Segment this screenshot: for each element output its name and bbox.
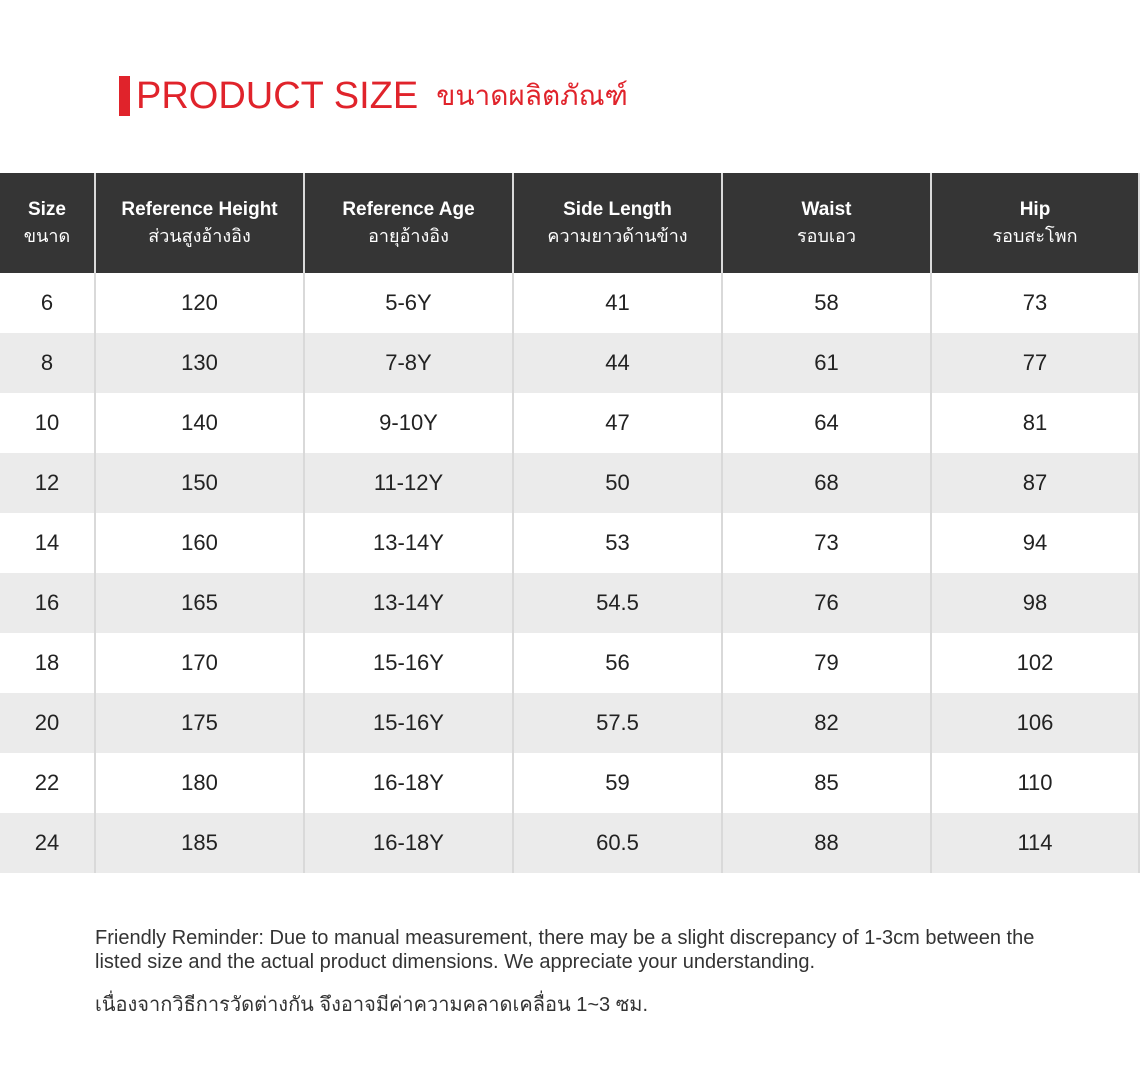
table-cell: 88 [721, 813, 932, 873]
table-cell: 64 [721, 393, 932, 453]
column-header-en: Side Length [563, 199, 672, 220]
table-cell: 16 [0, 573, 96, 633]
table-cell: 18 [0, 633, 96, 693]
page-title: PRODUCT SIZE ขนาดผลิตภัณฑ์ [119, 74, 628, 118]
column-header: Reference Height ส่วนสูงอ้างอิง [94, 173, 305, 273]
table-cell: 94 [930, 513, 1140, 573]
table-cell: 175 [94, 693, 305, 753]
table-cell: 85 [721, 753, 932, 813]
table-row: 14 160 13-14Y 53 73 94 [0, 513, 1140, 573]
column-header-th: ส่วนสูงอ้างอิง [148, 226, 251, 246]
table-cell: 47 [512, 393, 723, 453]
table-cell: 54.5 [512, 573, 723, 633]
table-cell: 59 [512, 753, 723, 813]
table-cell: 106 [930, 693, 1140, 753]
table-cell: 185 [94, 813, 305, 873]
table-cell: 16-18Y [303, 753, 514, 813]
column-header-en: Reference Age [342, 199, 475, 220]
table-row: 20 175 15-16Y 57.5 82 106 [0, 693, 1140, 753]
table-cell: 76 [721, 573, 932, 633]
table-cell: 58 [721, 273, 932, 333]
table-cell: 12 [0, 453, 96, 513]
column-header: Hip รอบสะโพก [930, 173, 1140, 273]
table-row: 6 120 5-6Y 41 58 73 [0, 273, 1140, 333]
table-cell: 53 [512, 513, 723, 573]
column-header-en: Waist [801, 199, 852, 220]
table-cell: 10 [0, 393, 96, 453]
table-cell: 130 [94, 333, 305, 393]
table-row: 24 185 16-18Y 60.5 88 114 [0, 813, 1140, 873]
table-cell: 87 [930, 453, 1140, 513]
column-header: Waist รอบเอว [721, 173, 932, 273]
table-cell: 14 [0, 513, 96, 573]
table-cell: 73 [721, 513, 932, 573]
table-cell: 24 [0, 813, 96, 873]
table-cell: 15-16Y [303, 633, 514, 693]
column-header: Side Length ความยาวด้านข้าง [512, 173, 723, 273]
table-header-row: Size ขนาด Reference Height ส่วนสูงอ้างอิง Re… [0, 173, 1140, 273]
table-cell: 150 [94, 453, 305, 513]
table-cell: 140 [94, 393, 305, 453]
table-cell: 6 [0, 273, 96, 333]
table-cell: 68 [721, 453, 932, 513]
reminder-note-en: Friendly Reminder: Due to manual measure… [95, 927, 1035, 973]
table-cell: 8 [0, 333, 96, 393]
table-cell: 41 [512, 273, 723, 333]
table-cell: 120 [94, 273, 305, 333]
column-header-en: Reference Height [121, 199, 278, 220]
reminder-note-th: เนื่องจากวิธีการวัดต่างกัน จึงอาจมีค่าคว… [95, 994, 649, 1016]
column-header-th: รอบเอว [797, 226, 856, 246]
table-cell: 7-8Y [303, 333, 514, 393]
title-accent-bar [119, 76, 130, 116]
column-header-en: Size [27, 199, 67, 220]
table-cell: 102 [930, 633, 1140, 693]
column-header-th: รอบสะโพก [992, 226, 1078, 246]
table-cell: 81 [930, 393, 1140, 453]
table-cell: 57.5 [512, 693, 723, 753]
table-row: 18 170 15-16Y 56 79 102 [0, 633, 1140, 693]
size-table: Size ขนาด Reference Height ส่วนสูงอ้างอิง Re… [0, 173, 1140, 873]
table-cell: 114 [930, 813, 1140, 873]
table-cell: 165 [94, 573, 305, 633]
column-header: Reference Age อายุอ้างอิง [303, 173, 514, 273]
table-cell: 22 [0, 753, 96, 813]
table-cell: 110 [930, 753, 1140, 813]
table-cell: 13-14Y [303, 513, 514, 573]
column-header-th: อายุอ้างอิง [368, 226, 449, 246]
table-cell: 5-6Y [303, 273, 514, 333]
column-header-th: ความยาวด้านข้าง [547, 226, 688, 246]
column-header: Size ขนาด [0, 173, 96, 273]
title-en: PRODUCT SIZE [136, 74, 419, 117]
table-row: 12 150 11-12Y 50 68 87 [0, 453, 1140, 513]
table-cell: 170 [94, 633, 305, 693]
table-cell: 61 [721, 333, 932, 393]
table-cell: 82 [721, 693, 932, 753]
title-th: ขนาดผลิตภัณฑ์ [436, 80, 628, 111]
table-cell: 77 [930, 333, 1140, 393]
table-cell: 60.5 [512, 813, 723, 873]
table-cell: 20 [0, 693, 96, 753]
table-cell: 11-12Y [303, 453, 514, 513]
table-cell: 180 [94, 753, 305, 813]
table-row: 22 180 16-18Y 59 85 110 [0, 753, 1140, 813]
table-cell: 9-10Y [303, 393, 514, 453]
table-cell: 79 [721, 633, 932, 693]
table-row: 10 140 9-10Y 47 64 81 [0, 393, 1140, 453]
table-cell: 56 [512, 633, 723, 693]
table-cell: 16-18Y [303, 813, 514, 873]
table-cell: 13-14Y [303, 573, 514, 633]
table-cell: 44 [512, 333, 723, 393]
table-cell: 50 [512, 453, 723, 513]
table-cell: 15-16Y [303, 693, 514, 753]
column-header-en: Hip [1019, 199, 1051, 220]
table-cell: 98 [930, 573, 1140, 633]
column-header-th: ขนาด [23, 226, 71, 246]
table-cell: 73 [930, 273, 1140, 333]
table-cell: 160 [94, 513, 305, 573]
table-row: 16 165 13-14Y 54.5 76 98 [0, 573, 1140, 633]
table-row: 8 130 7-8Y 44 61 77 [0, 333, 1140, 393]
